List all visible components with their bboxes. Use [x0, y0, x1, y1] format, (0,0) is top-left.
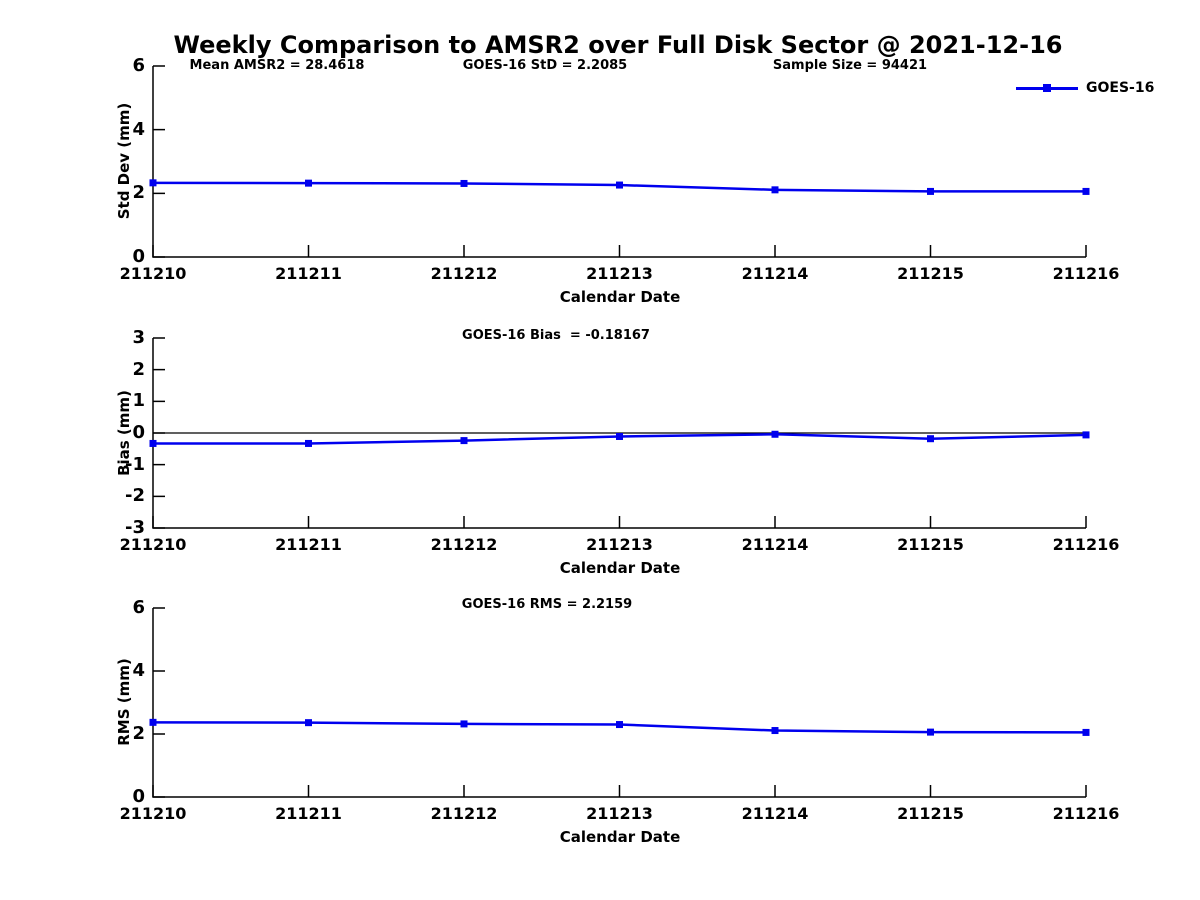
- stat-annotation: Mean AMSR2 = 28.4618: [189, 58, 365, 73]
- data-point-marker: [616, 181, 623, 189]
- y-axis-title-stddev: Std Dev (mm): [115, 102, 133, 220]
- y-tick-label: 4: [132, 118, 145, 140]
- x-tick-label: 211216: [1052, 804, 1120, 823]
- stat-annotation: GOES-16 StD = 2.2085: [462, 58, 628, 73]
- x-axis-title-stddev: Calendar Date: [559, 288, 681, 306]
- data-point-marker: [927, 435, 934, 443]
- x-tick-label: 211210: [119, 804, 187, 823]
- x-tick-label: 211211: [275, 264, 342, 283]
- legend: GOES-16: [1016, 80, 1154, 96]
- stat-annotation: GOES-16 Bias = -0.18167: [462, 328, 650, 343]
- y-tick-label: 6: [132, 55, 145, 76]
- data-point-marker: [149, 179, 157, 187]
- x-tick-label: 211210: [119, 535, 187, 554]
- legend-square-marker-icon: [1043, 84, 1051, 92]
- data-point-marker: [149, 718, 157, 726]
- x-tick-label: 211212: [430, 264, 498, 283]
- y-axis-title-rms: RMS (mm): [115, 658, 133, 746]
- data-point-marker: [460, 437, 468, 445]
- data-point-marker: [149, 439, 157, 447]
- x-tick-label: 211213: [586, 804, 653, 823]
- data-point-marker: [305, 179, 312, 187]
- x-tick-label: 211212: [430, 804, 498, 823]
- y-tick-label: 0: [132, 422, 145, 443]
- x-axis-title-rms: Calendar Date: [559, 828, 681, 846]
- data-point-marker: [616, 432, 623, 440]
- y-tick-label: 2: [132, 358, 145, 380]
- x-tick-label: 211211: [275, 804, 342, 823]
- x-tick-label: 211216: [1052, 264, 1120, 283]
- data-point-marker: [927, 187, 934, 195]
- stat-annotation: GOES-16 RMS = 2.2159: [461, 597, 633, 612]
- x-tick-label: 211212: [430, 535, 498, 554]
- figure-title: Weekly Comparison to AMSR2 over Full Dis…: [173, 31, 1063, 59]
- data-point-marker: [771, 186, 779, 194]
- x-tick-label: 211214: [741, 264, 809, 283]
- x-ticks-std-dev: [152, 245, 1087, 257]
- x-ticks-bias: [152, 516, 1087, 528]
- data-point-marker: [1082, 728, 1090, 736]
- data-point-marker: [771, 430, 779, 438]
- x-tick-label: 211214: [741, 804, 809, 823]
- data-point-marker: [460, 179, 468, 187]
- data-point-marker: [460, 720, 468, 728]
- y-tick-label: -1: [125, 453, 145, 475]
- x-tick-label: 211215: [897, 264, 964, 283]
- y-tick-label: 0: [132, 246, 145, 267]
- y-tick-label: 1: [132, 390, 145, 412]
- legend-line-icon: [1016, 84, 1078, 93]
- legend-label: GOES-16: [1086, 80, 1155, 96]
- data-point-marker: [1082, 187, 1090, 195]
- data-point-marker: [305, 719, 312, 727]
- y-tick-label: 2: [132, 182, 145, 204]
- data-point-marker: [927, 728, 934, 736]
- x-tick-label: 211216: [1052, 535, 1120, 554]
- y-tick-label: 2: [132, 723, 145, 744]
- data-point-marker: [305, 439, 312, 447]
- y-tick-label: 0: [132, 786, 145, 807]
- y-tick-label: 3: [132, 327, 145, 348]
- y-tick-label: 4: [132, 660, 145, 681]
- y-tick-label: -3: [125, 517, 145, 538]
- data-point-marker: [771, 727, 779, 735]
- x-tick-label: 211211: [275, 535, 342, 554]
- x-tick-label: 211213: [586, 264, 653, 283]
- x-tick-label: 211215: [897, 535, 964, 554]
- x-ticks-rms: [152, 785, 1087, 797]
- x-axis-title-bias: Calendar Date: [559, 559, 681, 577]
- y-ticks-std-dev: [153, 65, 165, 258]
- y-tick-label: -2: [125, 485, 145, 507]
- stat-annotation: Sample Size = 94421: [772, 58, 928, 73]
- x-tick-label: 211215: [897, 804, 964, 823]
- y-tick-label: 6: [132, 597, 145, 618]
- x-tick-label: 211214: [741, 535, 809, 554]
- data-point-marker: [1082, 431, 1090, 439]
- x-tick-label: 211210: [119, 264, 187, 283]
- x-tick-label: 211213: [586, 535, 653, 554]
- data-point-marker: [616, 721, 623, 729]
- y-axis-title-bias: Bias (mm): [115, 390, 133, 476]
- y-ticks-rms: [153, 607, 165, 798]
